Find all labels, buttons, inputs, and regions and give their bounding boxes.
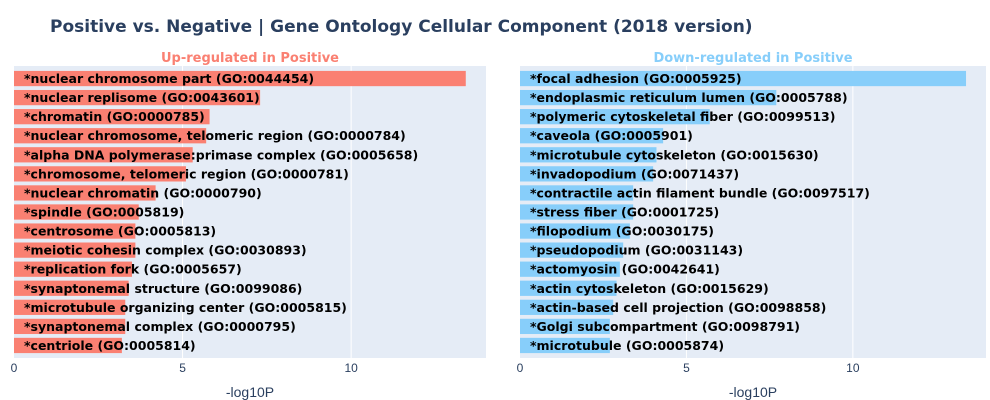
bar-label: *alpha DNA polymerase:primase complex (G…	[24, 147, 418, 162]
bar	[14, 204, 139, 220]
bar	[14, 185, 156, 201]
bar	[520, 166, 654, 182]
bar	[14, 280, 129, 296]
up-regulated-panel: Up-regulated in Positive *nuclear chromos…	[11, 51, 486, 400]
bar	[520, 128, 664, 144]
bar-label: *microtubule organizing center (GO:00058…	[24, 300, 347, 315]
bar-label: *focal adhesion (GO:0005925)	[530, 71, 742, 86]
bar	[520, 109, 710, 125]
bar-label: *actomyosin (GO:0042641)	[530, 262, 720, 277]
bar-label: *nuclear chromosome part (GO:0044454)	[24, 71, 314, 86]
bar-label: *caveola (GO:0005901)	[530, 128, 693, 143]
bar-label: *actin-based cell projection (GO:0098858…	[530, 300, 826, 315]
bar-label: *contractile actin filament bundle (GO:0…	[530, 185, 870, 200]
bar	[520, 204, 634, 220]
bar-label: *meiotic cohesin complex (GO:0030893)	[24, 243, 307, 258]
bar	[14, 337, 122, 354]
down-regulated-panel: Down-regulated in Positive *focal adhesio…	[517, 51, 986, 400]
bar	[14, 147, 193, 163]
bar	[14, 242, 136, 258]
bar-label: *nuclear chromosome, telomeric region (G…	[24, 128, 406, 143]
bar-label: *replication fork (GO:0005657)	[24, 262, 242, 277]
bar	[14, 70, 466, 87]
bar-label: *chromatin (GO:0000785)	[24, 109, 205, 124]
bar	[14, 89, 261, 106]
bar-label: *nuclear chromatin (GO:0000790)	[24, 185, 262, 200]
chart-title: Positive vs. Negative | Gene Ontology Ce…	[50, 17, 753, 37]
x-tick-label: 5	[683, 361, 690, 375]
bar-label: *stress fiber (GO:0001725)	[530, 205, 719, 220]
bar-label: *microtubule (GO:0005874)	[530, 338, 724, 353]
bar-label: *invadopodium (GO:0071437)	[530, 166, 739, 181]
x-axis-label: -log10P	[226, 384, 274, 400]
bar-label: *nuclear replisome (GO:0043601)	[24, 90, 260, 105]
bar	[14, 261, 132, 277]
bar-label: *microtubule cytoskeleton (GO:0015630)	[530, 147, 819, 162]
bar	[520, 261, 620, 277]
bar-label: *polymeric cytoskeletal fiber (GO:009951…	[530, 109, 835, 124]
bar	[14, 299, 126, 315]
bar-label: *centriole (GO:0005814)	[24, 338, 196, 353]
bar-label: *spindle (GO:0005819)	[24, 205, 184, 220]
bar-label: *chromosome, telomeric region (GO:000078…	[24, 166, 349, 181]
bar-label: *centrosome (GO:0005813)	[24, 224, 216, 239]
bar	[520, 242, 624, 258]
bar-label: *pseudopodium (GO:0031143)	[530, 243, 743, 258]
x-tick-label: 10	[344, 361, 358, 375]
bar	[14, 128, 207, 144]
bar	[14, 109, 210, 125]
x-tick-label: 0	[517, 361, 524, 375]
bar-label: *filopodium (GO:0030175)	[530, 224, 714, 239]
bar	[14, 166, 186, 182]
x-axis-label: -log10P	[729, 384, 777, 400]
bar	[520, 299, 614, 315]
bar-label: *synaptonemal structure (GO:0099086)	[24, 281, 302, 296]
bar-label: *actin cytoskeleton (GO:0015629)	[530, 281, 769, 296]
bar	[520, 147, 657, 163]
bar	[520, 89, 777, 106]
bar-label: *endoplasmic reticulum lumen (GO:0005788…	[530, 90, 848, 105]
panel-subtitle: Up-regulated in Positive	[161, 51, 339, 66]
bar	[520, 337, 610, 354]
bar-label: *Golgi subcompartment (GO:0098791)	[530, 319, 800, 334]
x-tick-label: 0	[11, 361, 18, 375]
panel-subtitle: Down-regulated in Positive	[653, 51, 852, 66]
bar	[520, 280, 617, 296]
bar	[520, 185, 634, 201]
x-tick-label: 10	[846, 361, 860, 375]
bar	[520, 318, 610, 335]
bar-label: *synaptonemal complex (GO:0000795)	[24, 319, 296, 334]
bar	[520, 70, 967, 87]
bar	[14, 223, 136, 239]
bar	[14, 318, 126, 335]
x-tick-label: 5	[179, 361, 186, 375]
bar	[520, 223, 630, 239]
